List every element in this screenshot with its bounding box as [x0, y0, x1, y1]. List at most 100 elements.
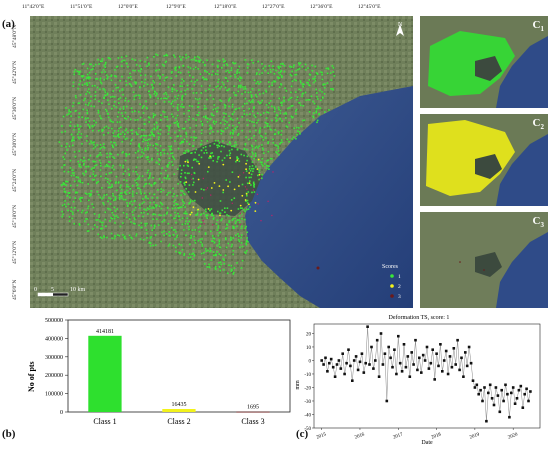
class2-point	[244, 199, 247, 201]
ts-point	[360, 352, 364, 355]
class1-point	[154, 225, 156, 228]
class1-point	[247, 191, 250, 193]
class1-point	[261, 163, 263, 165]
class1-point	[145, 182, 148, 185]
class1-point	[169, 149, 171, 151]
class1-point	[277, 145, 280, 148]
class1-point	[155, 70, 157, 72]
class1-point	[244, 59, 247, 61]
class1-point	[259, 81, 262, 83]
class1-point	[218, 60, 221, 62]
class2-point	[194, 191, 197, 193]
class1-point	[143, 138, 145, 140]
class1-point	[86, 67, 89, 70]
ts-plot-frame	[313, 323, 541, 429]
ts-ytick-label: 20	[306, 332, 312, 337]
class1-point	[231, 171, 234, 173]
class1-point	[280, 133, 283, 136]
class1-point	[163, 101, 166, 103]
class1-point	[178, 215, 180, 218]
class1-point	[219, 200, 222, 202]
inset-c2[interactable]: C2	[420, 114, 548, 206]
bar-category-label: Class 1	[93, 417, 116, 426]
class1-point	[95, 164, 98, 166]
class1-point	[182, 64, 185, 67]
class1-point	[249, 130, 251, 133]
class1-point	[103, 126, 106, 129]
ts-xtick-label: 2016	[354, 432, 366, 440]
class1-point	[90, 69, 92, 71]
class1-point	[292, 116, 294, 118]
class1-point	[87, 183, 89, 185]
class1-point	[217, 139, 220, 142]
class1-point	[188, 202, 190, 205]
class1-point	[159, 83, 161, 85]
class1-point	[254, 139, 257, 142]
class1-point	[273, 106, 276, 109]
class1-point	[99, 77, 102, 79]
ts-ytick-label: -40	[304, 413, 311, 418]
class1-point	[121, 115, 124, 117]
class1-point	[107, 164, 109, 167]
class1-point	[244, 88, 247, 90]
class1-point	[212, 160, 214, 162]
class1-point	[151, 87, 154, 90]
class1-point	[247, 208, 250, 210]
class1-point	[176, 90, 178, 92]
class1-point	[86, 109, 88, 111]
ts-point	[448, 355, 452, 358]
class1-point	[172, 100, 174, 103]
inset-c1[interactable]: C1	[420, 16, 548, 108]
class1-point	[119, 186, 121, 189]
class1-point	[122, 93, 124, 96]
class1-point	[187, 71, 190, 74]
class1-point	[214, 107, 217, 110]
class1-point	[178, 67, 181, 69]
class1-point	[95, 78, 97, 80]
class1-point	[225, 246, 228, 249]
class1-point	[246, 231, 249, 234]
class1-point	[119, 192, 122, 195]
class1-point	[249, 91, 252, 93]
class1-point	[107, 127, 110, 129]
class2-point	[238, 185, 240, 187]
class1-point	[114, 234, 116, 237]
class1-point	[206, 217, 208, 219]
class1-point	[112, 199, 115, 202]
class1-point	[170, 145, 173, 147]
class1-point	[223, 112, 225, 114]
class1-point	[168, 243, 171, 246]
class1-point	[155, 147, 157, 150]
inset-c3[interactable]: C3	[420, 212, 548, 308]
ts-point	[416, 368, 419, 372]
legend-swatch-1	[390, 274, 394, 278]
class1-point	[211, 152, 213, 154]
class1-point	[129, 83, 132, 86]
class1-point	[196, 114, 198, 116]
class1-point	[178, 129, 181, 132]
bar-value-label: 1695	[247, 405, 259, 411]
main-map[interactable]: N 0 5 10 km Scores 1 2 3	[30, 16, 413, 308]
class1-point	[278, 67, 280, 70]
class1-point	[125, 198, 127, 201]
class1-point	[108, 57, 110, 59]
class1-point	[147, 213, 149, 215]
class1-point	[152, 244, 154, 247]
class1-point	[276, 114, 279, 117]
ts-point	[511, 386, 515, 389]
class1-point	[151, 133, 153, 136]
class1-point	[96, 86, 99, 89]
ts-point	[437, 364, 440, 368]
class1-point	[275, 151, 277, 153]
inset-c1-label: C1	[532, 19, 544, 34]
class1-point	[144, 60, 146, 63]
class1-point	[178, 251, 180, 254]
class1-point	[248, 138, 250, 141]
class1-point	[64, 191, 67, 194]
class1-point	[246, 102, 248, 105]
class1-point	[86, 73, 89, 76]
class1-point	[191, 253, 193, 255]
class1-point	[101, 197, 103, 200]
class1-point	[222, 258, 225, 260]
class1-point	[325, 67, 328, 70]
